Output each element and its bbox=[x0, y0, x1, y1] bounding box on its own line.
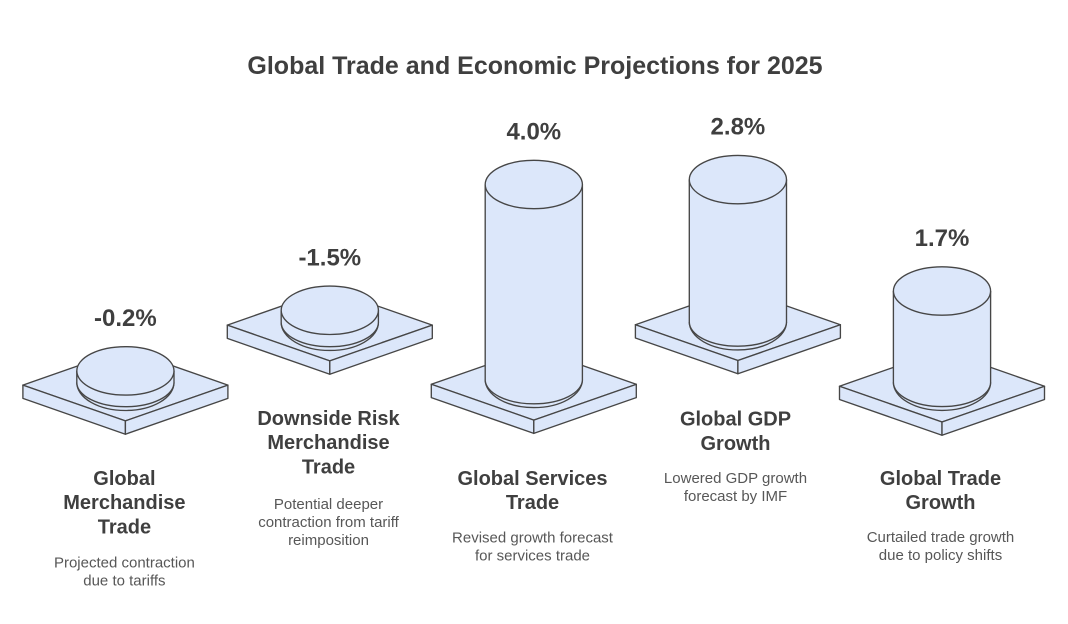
svg-text:Curtailed trade growth: Curtailed trade growth bbox=[867, 529, 1015, 546]
svg-text:-0.2%: -0.2% bbox=[94, 305, 157, 332]
svg-text:reimposition: reimposition bbox=[288, 532, 369, 549]
svg-text:4.0%: 4.0% bbox=[506, 118, 561, 145]
svg-text:Trade: Trade bbox=[302, 457, 355, 479]
svg-text:Lowered GDP growth: Lowered GDP growth bbox=[664, 470, 807, 487]
svg-text:Revised growth forecast: Revised growth forecast bbox=[452, 530, 614, 547]
svg-text:Growth: Growth bbox=[701, 433, 771, 455]
svg-text:Global: Global bbox=[93, 468, 155, 490]
svg-text:2.8%: 2.8% bbox=[711, 113, 766, 140]
svg-text:Merchandise: Merchandise bbox=[267, 432, 389, 454]
svg-text:for services trade: for services trade bbox=[475, 548, 590, 565]
svg-text:Global Trade: Global Trade bbox=[880, 468, 1001, 490]
svg-text:contraction from tariff: contraction from tariff bbox=[258, 514, 399, 531]
svg-text:Merchandise: Merchandise bbox=[63, 492, 185, 514]
svg-text:1.7%: 1.7% bbox=[915, 225, 970, 252]
svg-text:Trade: Trade bbox=[98, 517, 151, 539]
svg-text:Global Services: Global Services bbox=[457, 468, 607, 490]
svg-text:Global GDP: Global GDP bbox=[680, 409, 791, 431]
svg-text:Growth: Growth bbox=[906, 492, 976, 514]
svg-text:Trade: Trade bbox=[506, 492, 559, 514]
svg-text:due to tariffs: due to tariffs bbox=[83, 573, 165, 590]
svg-text:due to policy shifts: due to policy shifts bbox=[879, 547, 1002, 564]
svg-text:Downside Risk: Downside Risk bbox=[257, 408, 400, 430]
svg-text:forecast by IMF: forecast by IMF bbox=[684, 488, 787, 505]
svg-text:Projected contraction: Projected contraction bbox=[54, 555, 195, 572]
svg-text:Global Trade and Economic Proj: Global Trade and Economic Projections fo… bbox=[247, 52, 822, 80]
svg-text:Potential deeper: Potential deeper bbox=[274, 496, 383, 513]
svg-text:-1.5%: -1.5% bbox=[298, 245, 361, 272]
